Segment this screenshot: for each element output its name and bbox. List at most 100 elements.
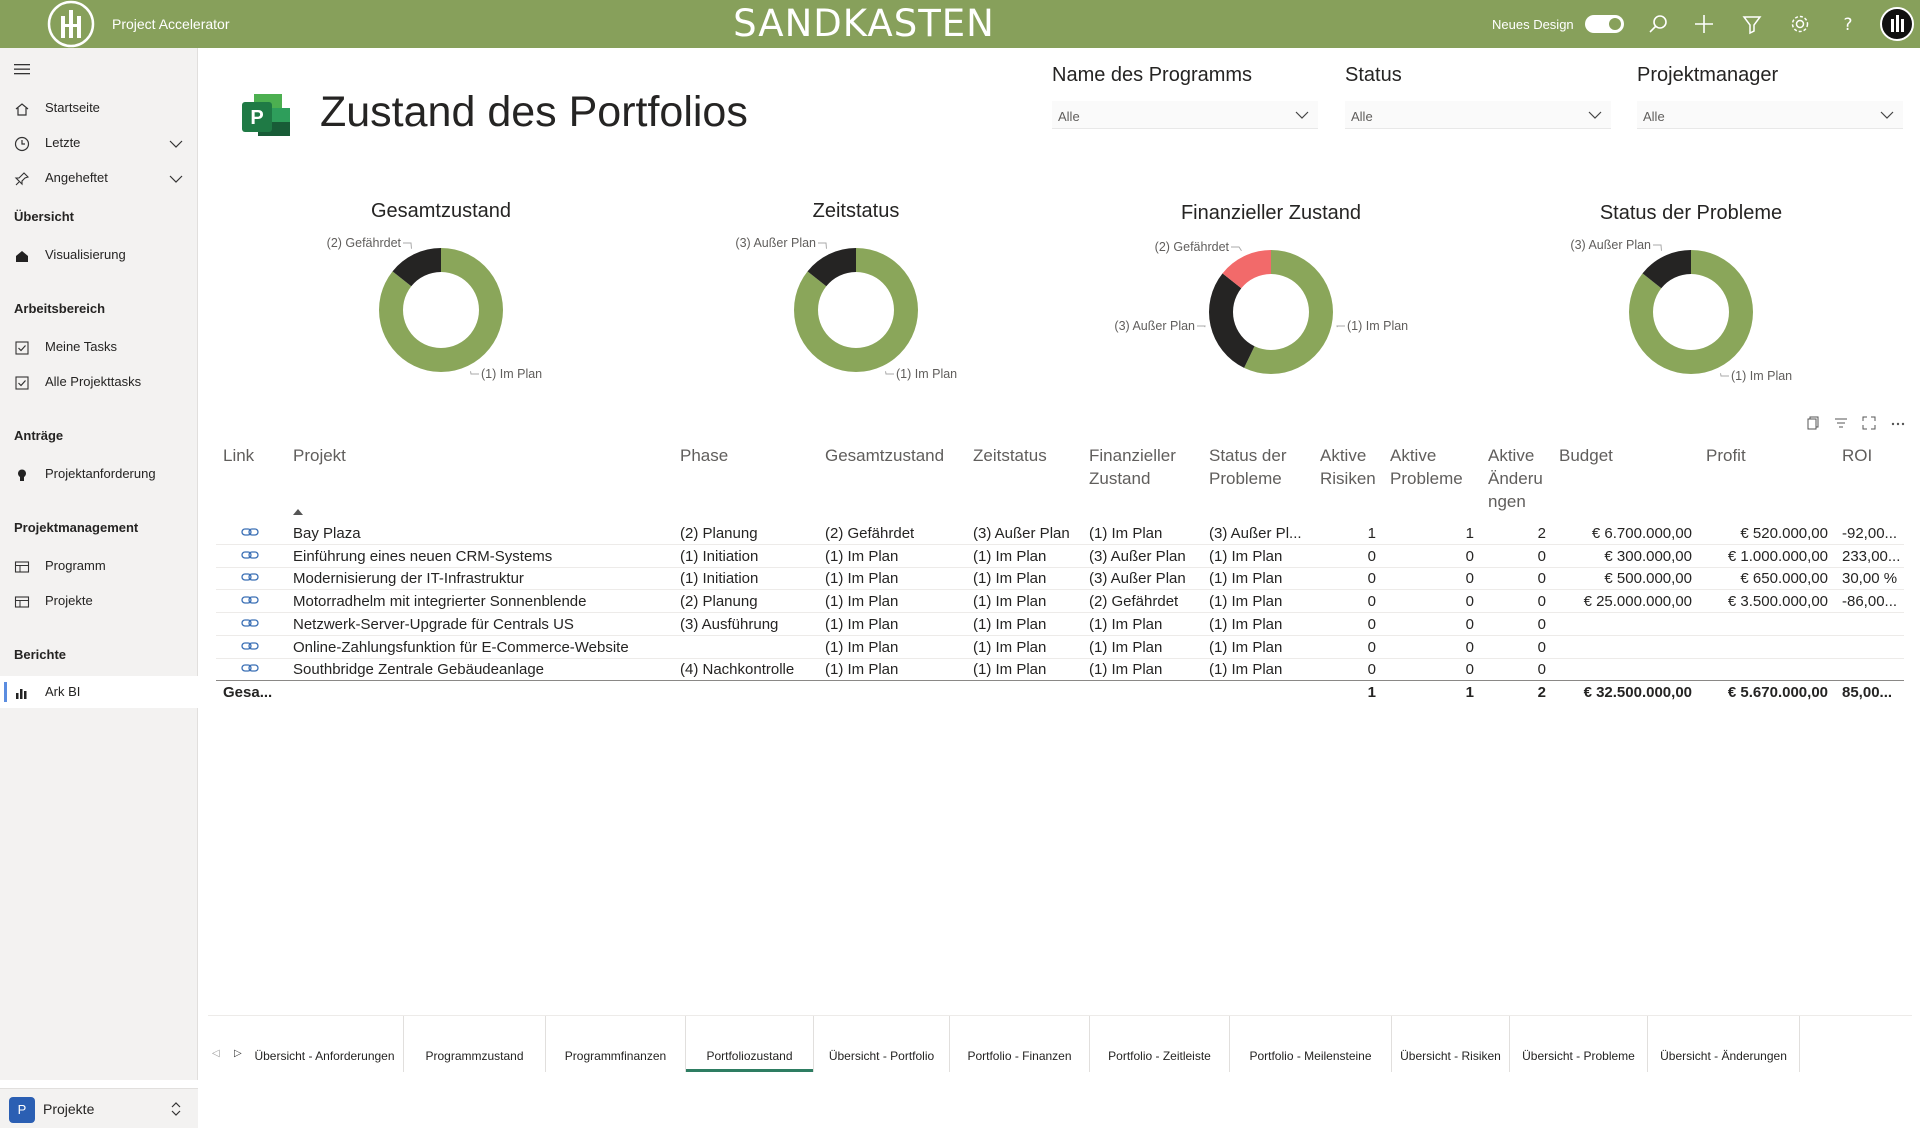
donut-slice[interactable] <box>1209 273 1255 368</box>
sidebar-item-projektanforderung[interactable]: Projektanforderung <box>0 458 198 490</box>
help-icon[interactable]: ? <box>1836 12 1860 36</box>
cell-roi: -86,00... <box>1842 593 1898 611</box>
cell-problems: 0 <box>1465 547 1474 565</box>
gear-icon[interactable] <box>1788 12 1812 36</box>
column-header-aktive-aenderungen[interactable]: Aktive Änderungen <box>1488 446 1543 511</box>
donut-slice[interactable] <box>1244 250 1333 374</box>
slice-label: (1) Im Plan <box>1347 319 1408 333</box>
link-icon[interactable] <box>241 662 259 674</box>
donut-slice[interactable] <box>1222 250 1271 289</box>
sidebar-item-meine-tasks[interactable]: Meine Tasks <box>0 331 198 363</box>
tab-2[interactable]: Programmfinanzen <box>546 1016 686 1072</box>
column-header-phase[interactable]: Phase <box>680 446 729 465</box>
tab-1[interactable]: Programmzustand <box>404 1016 546 1072</box>
search-icon[interactable] <box>1646 12 1670 36</box>
sidebar-item-programm[interactable]: Programm <box>0 550 198 582</box>
column-header-budget[interactable]: Budget <box>1559 446 1613 465</box>
link-icon[interactable] <box>241 617 259 629</box>
link-icon[interactable] <box>241 526 259 538</box>
sort-ascending-icon[interactable] <box>292 508 304 516</box>
table-row[interactable]: Online-Zahlungsfunktion für E-Commerce-W… <box>216 636 1904 659</box>
donut-slice[interactable] <box>794 248 918 372</box>
donut-slice[interactable] <box>1642 250 1691 289</box>
donut-chart-gesamtzustand[interactable]: Gesamtzustand (1) Im Plan (2) Gefährdet <box>276 196 606 396</box>
tab-scroll-left-icon[interactable]: ◁ <box>212 1048 220 1059</box>
column-header-aktive-probleme[interactable]: Aktive Probleme <box>1390 446 1463 488</box>
cell-project: Modernisierung der IT-Infrastruktur <box>293 570 524 588</box>
tab-9[interactable]: Übersicht - Probleme <box>1510 1016 1648 1072</box>
focus-mode-icon[interactable] <box>1862 416 1876 430</box>
column-header-aktive-risiken[interactable]: Aktive Risiken <box>1320 446 1376 488</box>
table-row[interactable]: Einführung eines neuen CRM-Systems (1) In… <box>216 545 1904 568</box>
donut-chart-status-der-probleme[interactable]: Status der Probleme (1) Im Plan (3) Außer… <box>1526 198 1856 398</box>
tab-0[interactable]: Übersicht - Anforderungen <box>246 1016 404 1072</box>
chevron-down-icon[interactable] <box>168 136 184 152</box>
donut-chart-finanzieller-zustand[interactable]: Finanzieller Zustand (1) Im Plan (3) Auße… <box>1106 198 1436 398</box>
table-row[interactable]: Southbridge Zentrale Gebäudeanlage (4) Na… <box>216 658 1904 682</box>
link-icon[interactable] <box>241 594 259 606</box>
filter-dropdown-projektmanager[interactable]: Alle <box>1637 101 1903 129</box>
app-logo-icon[interactable] <box>46 0 96 48</box>
sidebar-item-ark-bi[interactable]: Ark BI <box>0 676 198 708</box>
table-row[interactable]: Modernisierung der IT-Infrastruktur (1) I… <box>216 567 1904 591</box>
visual-header-tools <box>1802 415 1912 433</box>
column-header-status-der-probleme[interactable]: Status der Probleme <box>1209 446 1287 488</box>
slice-label: (1) Im Plan <box>896 367 957 381</box>
column-header-gesamtzustand[interactable]: Gesamtzustand <box>825 446 945 465</box>
section-title: Arbeitsbereich <box>14 301 106 316</box>
filter-icon[interactable] <box>1740 12 1764 36</box>
sidebar-item-startseite[interactable]: Startseite <box>0 92 198 124</box>
tab-6[interactable]: Portfolio - Zeitleiste <box>1090 1016 1230 1072</box>
user-avatar[interactable] <box>1880 7 1914 41</box>
donut-slice[interactable] <box>392 248 441 287</box>
new-design-toggle[interactable] <box>1585 15 1624 33</box>
donut-slice[interactable] <box>807 248 856 287</box>
column-header-link[interactable]: Link <box>223 446 255 465</box>
table-row[interactable]: Bay Plaza (2) Planung (2) Gefährdet (3) Auß… <box>216 522 1904 545</box>
sidebar-item-projekte[interactable]: Projekte <box>0 585 198 617</box>
copy-icon[interactable] <box>1806 416 1820 430</box>
more-options-icon[interactable] <box>1890 416 1906 430</box>
table-row[interactable]: Motorradhelm mit integrierter Sonnenblen… <box>216 590 1904 614</box>
column-header-profit[interactable]: Profit <box>1706 446 1746 465</box>
board-icon <box>14 596 30 608</box>
tab-10[interactable]: Übersicht - Änderungen <box>1648 1016 1800 1072</box>
area-switcher[interactable]: P Projekte <box>0 1088 198 1128</box>
tab-7[interactable]: Portfolio - Meilensteine <box>1230 1016 1392 1072</box>
sidebar-item-angeheftet[interactable]: Angeheftet <box>0 162 198 194</box>
chevron-up-down-icon[interactable] <box>168 1101 184 1117</box>
filter-visual-icon[interactable] <box>1834 416 1848 430</box>
sidebar-item-letzte[interactable]: Letzte <box>0 127 198 159</box>
add-icon[interactable] <box>1692 12 1716 36</box>
link-icon[interactable] <box>241 549 259 561</box>
svg-text:?: ? <box>1843 15 1852 35</box>
column-header-finanzieller-zustand[interactable]: Finanzieller Zustand <box>1089 446 1176 488</box>
tab-4[interactable]: Übersicht - Portfolio <box>814 1016 950 1072</box>
tab-scroll-right-icon[interactable]: ▷ <box>234 1048 242 1059</box>
tab-5[interactable]: Portfolio - Finanzen <box>950 1016 1090 1072</box>
sidebar-item-visualisierung[interactable]: Visualisierung <box>0 239 198 271</box>
donut-slice[interactable] <box>379 248 503 372</box>
tab-label: Portfolio - Meilensteine <box>1249 1049 1372 1063</box>
link-icon[interactable] <box>241 640 259 652</box>
slice-label: (3) Außer Plan <box>735 236 816 250</box>
tab-3[interactable]: Portfoliozustand <box>686 1016 814 1072</box>
column-header-roi[interactable]: ROI <box>1842 446 1873 465</box>
column-header-zeitstatus[interactable]: Zeitstatus <box>973 446 1047 465</box>
area-label: Projekte <box>43 1101 95 1117</box>
hamburger-icon[interactable] <box>14 62 30 76</box>
app-name[interactable]: Project Accelerator <box>112 16 230 32</box>
donut-slice[interactable] <box>1629 250 1753 374</box>
tab-8[interactable]: Übersicht - Risiken <box>1392 1016 1510 1072</box>
sidebar-item-alle-projekttasks[interactable]: Alle Projekttasks <box>0 366 198 398</box>
filter-dropdown-programm[interactable]: Alle <box>1052 101 1318 129</box>
column-header-projekt[interactable]: Projekt <box>293 446 346 465</box>
cell-risks: 0 <box>1367 547 1376 565</box>
link-icon[interactable] <box>241 571 259 583</box>
chevron-down-icon[interactable] <box>168 171 184 187</box>
table-row[interactable]: Netzwerk-Server-Upgrade für Centrals US (… <box>216 613 1904 636</box>
filter-dropdown-status[interactable]: Alle <box>1345 101 1611 129</box>
checkbox-icon <box>15 341 29 355</box>
section-title: Übersicht <box>14 209 74 224</box>
donut-chart-zeitstatus[interactable]: Zeitstatus (1) Im Plan (3) Außer Plan <box>691 196 1021 396</box>
